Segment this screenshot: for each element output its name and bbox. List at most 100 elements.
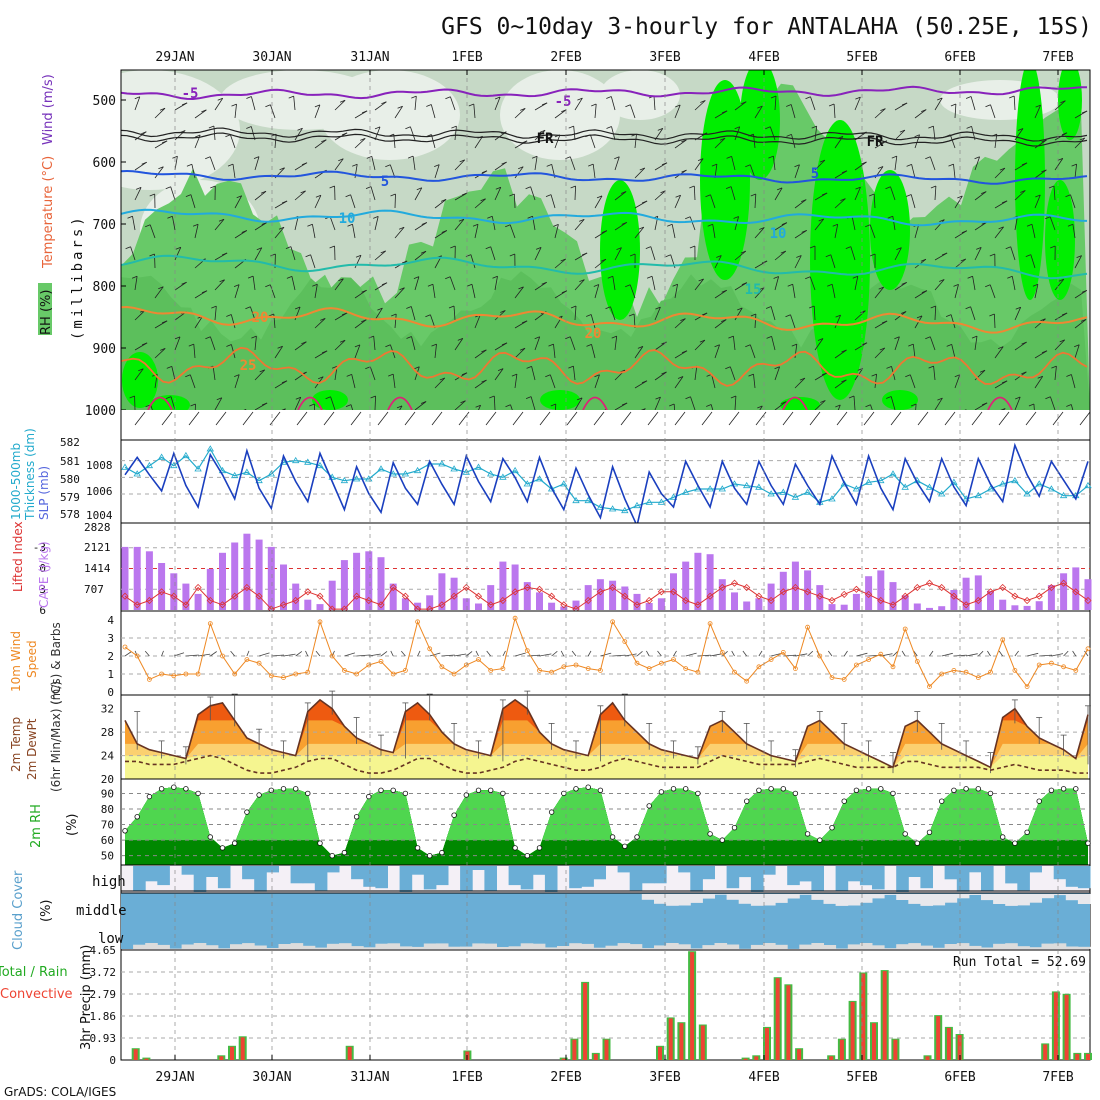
wind-barb-flag	[1079, 137, 1085, 141]
wind-barb-flag	[667, 223, 673, 227]
wind-barb	[554, 109, 567, 119]
wind-barb-flag	[165, 186, 171, 190]
wind-barb	[714, 137, 726, 149]
wind-barb-flag	[865, 224, 871, 228]
thickness-tick-label: 578	[60, 508, 80, 521]
thickness-marker	[511, 466, 519, 474]
rh2m-marker	[488, 787, 494, 793]
surface-wind-barbs	[134, 411, 1091, 426]
wind10m-marker	[914, 659, 920, 664]
wind-barb	[794, 377, 806, 389]
thickness-marker	[560, 480, 568, 487]
lifted-index-marker	[255, 592, 263, 600]
precip-bar-convective	[850, 1001, 855, 1060]
wind-barb	[770, 306, 776, 321]
rh2m-marker	[695, 790, 701, 797]
wind-barb	[474, 349, 487, 359]
slp-label: SLP (mb)	[37, 466, 51, 520]
wind-barb	[734, 395, 737, 410]
precip-bar-convective	[583, 982, 588, 1060]
rh2m-marker	[134, 814, 140, 820]
wind-barb	[773, 156, 776, 171]
wind-barb	[674, 411, 686, 426]
wind-barb-flag	[318, 376, 324, 380]
wind-barb	[749, 164, 756, 179]
wind-barb-flag	[979, 369, 986, 373]
thickness-marker	[657, 498, 666, 505]
lifted-index-marker	[682, 596, 690, 605]
precip-label-3: 3hr Precip (mm)	[79, 945, 94, 1050]
wind-barb-flag	[174, 336, 181, 340]
wind-barb	[854, 310, 866, 321]
wind-barb-flag	[365, 366, 371, 370]
wind-barb	[232, 164, 236, 179]
wind-barb-flag	[288, 95, 294, 99]
wind-barb-flag	[1028, 403, 1035, 407]
wind-barb	[132, 216, 136, 231]
cloud-middle-gap	[896, 894, 909, 900]
wind-barb	[809, 276, 816, 291]
wind-barb	[230, 314, 236, 329]
precip-bar-convective	[230, 1046, 234, 1060]
temp2m-tick-label: 28	[101, 726, 114, 739]
wind-barb-flag	[768, 155, 774, 159]
wind-barb	[974, 247, 982, 261]
cloud-high-block	[520, 866, 534, 890]
wind-barb-flag	[750, 313, 757, 317]
cloud-middle-gap	[738, 894, 752, 904]
cloud-low-gap	[581, 943, 594, 949]
contour-30	[147, 396, 173, 410]
cloud-high-block	[629, 866, 643, 891]
cloud-high-block	[242, 866, 255, 880]
cloud-low-gap	[1053, 943, 1067, 949]
wind-barb-flag	[596, 195, 603, 199]
wind-barb	[269, 284, 276, 299]
wind-barb	[314, 139, 327, 149]
thickness-marker	[937, 490, 946, 497]
wind-barb	[174, 247, 182, 261]
wind-barb-flag	[877, 166, 884, 169]
cloud-low-gap	[557, 946, 570, 949]
lifted-index-marker	[609, 583, 617, 592]
cloud-high-block	[363, 866, 376, 887]
wind-barb-flag	[527, 215, 533, 219]
precip-bar-convective	[882, 971, 887, 1060]
cloud-low-gap	[278, 944, 292, 949]
wind-barb	[334, 278, 344, 291]
lifted-index-marker	[231, 592, 239, 600]
rh2m-marker	[256, 792, 262, 798]
wind-barb	[754, 287, 765, 299]
rh2m-marker	[1012, 840, 1018, 846]
wind-barb	[710, 194, 716, 209]
wind-barb-flag	[711, 163, 718, 167]
wind-barb-flag	[685, 396, 691, 400]
rh2m-marker	[207, 834, 213, 840]
wind-barb-flag	[509, 253, 515, 257]
wind-barb	[274, 346, 283, 359]
wind-barb	[174, 281, 187, 291]
wind10m-barb	[987, 650, 991, 657]
wind-barb-flag	[998, 226, 1004, 230]
lifted-index-marker	[706, 592, 714, 600]
li-tick-label: -3	[33, 541, 46, 554]
thickness-marker	[340, 476, 349, 484]
wind-barb	[154, 286, 164, 299]
cloud-high-block	[532, 866, 546, 875]
lifted-index-marker	[121, 592, 129, 600]
wind-barb-flag	[521, 320, 528, 324]
cape-bar	[718, 579, 726, 610]
wind-barb-flag	[999, 167, 1006, 171]
precip-bar-convective	[765, 1027, 769, 1060]
wind-barb	[188, 411, 200, 426]
wind-barb	[794, 255, 802, 269]
thickness-marker	[633, 501, 641, 509]
wind-barb	[972, 276, 976, 291]
wind-barb	[1025, 411, 1037, 426]
wind-barb-flag	[641, 200, 648, 204]
thickness-marker	[681, 488, 690, 495]
wind-barb	[134, 411, 146, 426]
date-label-top: 2FEB	[550, 50, 581, 65]
wind-barb	[514, 166, 524, 179]
